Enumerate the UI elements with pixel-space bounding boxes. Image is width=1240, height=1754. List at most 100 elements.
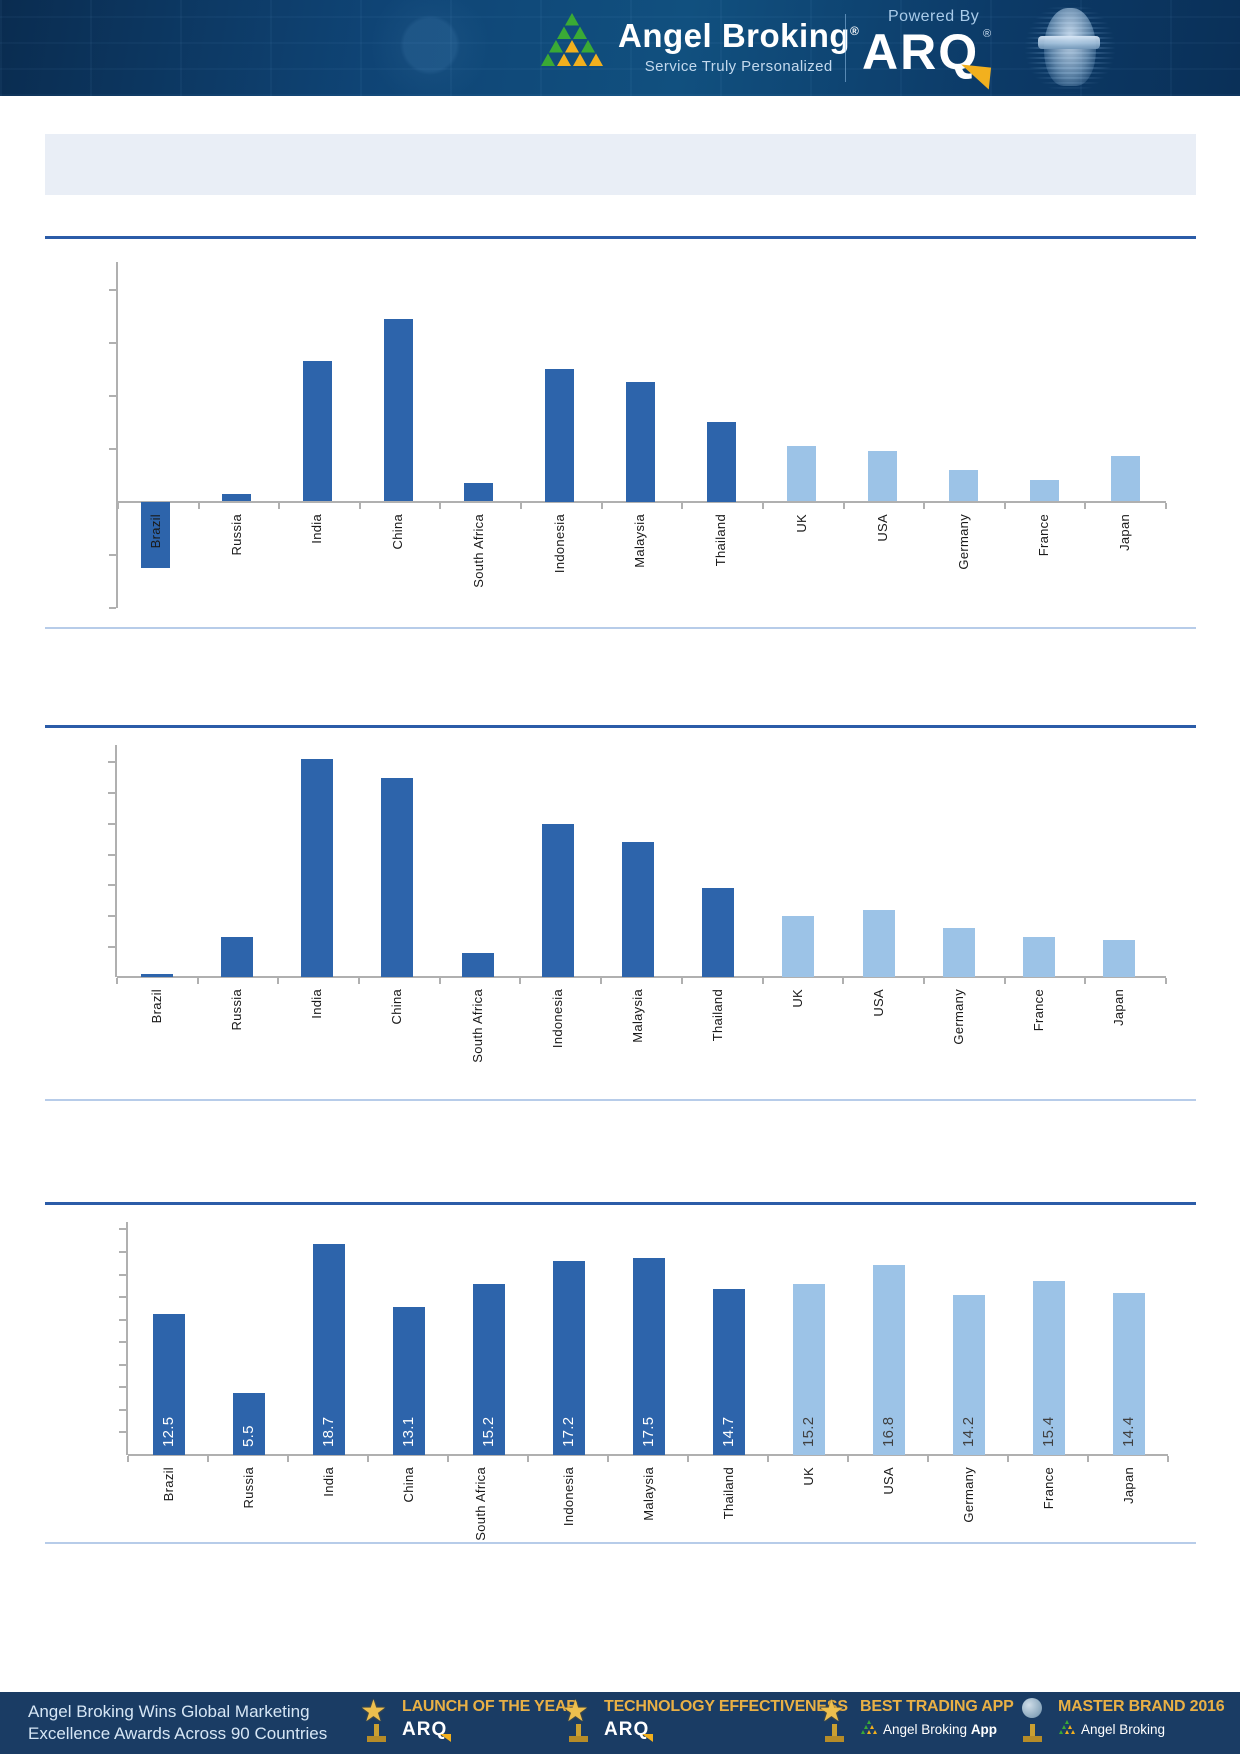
value-label-usa: 16.8 bbox=[879, 1416, 897, 1447]
angel-broking-pyramid-logo-icon bbox=[860, 1719, 878, 1740]
value-label-china: 13.1 bbox=[399, 1416, 417, 1447]
section-2-bottom-rule bbox=[45, 1099, 1196, 1101]
bar-japan bbox=[1110, 456, 1140, 502]
robot-head-icon bbox=[1022, 2, 1118, 94]
x-axis-tick bbox=[842, 502, 845, 509]
awards-footer: Angel Broking Wins Global Marketing Exce… bbox=[0, 1692, 1240, 1754]
arq-registered-mark: ® bbox=[983, 28, 992, 40]
x-axis-tick bbox=[1084, 502, 1087, 509]
x-label-south-africa: South Africa bbox=[472, 1467, 488, 1541]
y-axis bbox=[115, 745, 117, 977]
x-axis-tick bbox=[761, 978, 764, 985]
y-axis-tick bbox=[119, 1228, 126, 1231]
bar-china bbox=[381, 777, 414, 978]
x-axis-tick bbox=[127, 1456, 129, 1462]
y-axis-tick bbox=[109, 553, 116, 556]
section-3-bottom-rule bbox=[45, 1542, 1196, 1544]
x-axis-tick bbox=[197, 502, 200, 509]
x-label-france: France bbox=[1040, 1467, 1056, 1510]
brand-block: Angel Broking® Service Truly Personalize… bbox=[618, 12, 859, 75]
x-axis-tick bbox=[1003, 502, 1006, 509]
x-axis-tick bbox=[1087, 1456, 1089, 1462]
bar-brazil bbox=[140, 974, 173, 978]
x-label-japan: Japan bbox=[1120, 1467, 1136, 1504]
award-subtitle: Angel Broking bbox=[1058, 1719, 1224, 1740]
brand-tagline: Service Truly Personalized bbox=[644, 58, 833, 75]
y-axis-tick bbox=[108, 792, 115, 795]
y-axis-tick bbox=[119, 1250, 126, 1253]
x-label-germany: Germany bbox=[960, 1467, 976, 1523]
bar-thailand bbox=[702, 888, 735, 978]
x-label-thailand: Thailand bbox=[720, 1467, 736, 1520]
x-label-malaysia: Malaysia bbox=[640, 1467, 656, 1521]
value-label-russia: 5.5 bbox=[239, 1425, 257, 1447]
section-1-bottom-rule bbox=[45, 627, 1196, 629]
bar-uk bbox=[787, 445, 817, 502]
y-axis-tick bbox=[119, 1363, 126, 1366]
arq-logo-small: ARQ bbox=[402, 1719, 452, 1742]
bar-south-africa bbox=[464, 482, 494, 502]
section-1-title-rule bbox=[45, 236, 1196, 239]
bar-south-africa bbox=[472, 1283, 505, 1455]
x-axis-tick bbox=[922, 978, 925, 985]
value-label-thailand: 14.7 bbox=[719, 1416, 737, 1447]
bar-malaysia bbox=[625, 382, 655, 502]
brand-logo-row: Angel Broking® Service Truly Personalize… bbox=[540, 12, 859, 75]
y-axis-tick bbox=[119, 1341, 126, 1344]
x-axis bbox=[117, 976, 1166, 979]
x-axis-tick bbox=[519, 978, 522, 985]
value-label-india: 18.7 bbox=[319, 1416, 337, 1447]
award-title: TECHNOLOGY EFFECTIVENESS bbox=[604, 1698, 848, 1715]
x-axis-tick bbox=[607, 1456, 609, 1462]
section-2-title-rule bbox=[45, 725, 1196, 728]
y-axis-tick bbox=[109, 394, 116, 397]
y-axis-tick bbox=[108, 884, 115, 887]
y-axis-tick bbox=[119, 1296, 126, 1299]
arq-logo-small: ARQ bbox=[604, 1719, 654, 1742]
x-axis-tick bbox=[277, 978, 280, 985]
bar-brazil bbox=[141, 501, 171, 568]
x-axis-tick bbox=[1003, 978, 1006, 985]
star-trophy-icon: ★ bbox=[818, 1695, 852, 1746]
x-label-china: China bbox=[400, 1467, 416, 1503]
bar-china bbox=[383, 318, 413, 502]
award-subtitle: ARQ bbox=[402, 1719, 578, 1742]
value-label-indonesia: 17.2 bbox=[559, 1416, 577, 1447]
bar-germany bbox=[942, 928, 975, 978]
x-axis-tick bbox=[1165, 502, 1167, 509]
arq-logo: ARQ ® bbox=[862, 26, 991, 90]
x-label-uk: UK bbox=[800, 1467, 816, 1486]
award-subtitle: ARQ bbox=[604, 1719, 848, 1742]
x-axis-tick bbox=[196, 978, 199, 985]
angel-broking-pyramid-logo-icon bbox=[540, 12, 604, 73]
footer-headline: Angel Broking Wins Global Marketing Exce… bbox=[28, 1701, 327, 1745]
bar-usa bbox=[862, 909, 895, 978]
y-axis-tick bbox=[108, 822, 115, 825]
x-label-russia: Russia bbox=[240, 1467, 256, 1509]
x-axis-tick bbox=[520, 502, 523, 509]
bar-indonesia bbox=[545, 369, 575, 502]
bar-malaysia bbox=[632, 1257, 665, 1455]
bar-japan bbox=[1103, 940, 1136, 978]
x-label-indonesia: Indonesia bbox=[560, 1467, 576, 1527]
section-3-title-rule bbox=[45, 1202, 1196, 1205]
bar-germany bbox=[952, 1294, 985, 1455]
y-axis-tick bbox=[119, 1273, 126, 1276]
bar-france bbox=[1029, 480, 1059, 502]
x-axis-tick bbox=[767, 1456, 769, 1462]
x-axis-tick bbox=[687, 1456, 689, 1462]
star-trophy-icon: ★ bbox=[562, 1695, 596, 1746]
powered-by-block: Powered By ARQ ® bbox=[862, 8, 991, 90]
bar-indonesia bbox=[552, 1260, 585, 1455]
x-axis-tick bbox=[761, 502, 764, 509]
value-label-uk: 15.2 bbox=[799, 1416, 817, 1447]
y-axis-tick bbox=[109, 288, 116, 291]
y-axis-tick bbox=[119, 1318, 126, 1321]
bar-thailand bbox=[712, 1289, 745, 1455]
award-title: LAUNCH OF THE YEAR bbox=[402, 1698, 578, 1715]
powered-by-label: Powered By bbox=[888, 8, 980, 25]
bar-indonesia bbox=[541, 823, 574, 978]
